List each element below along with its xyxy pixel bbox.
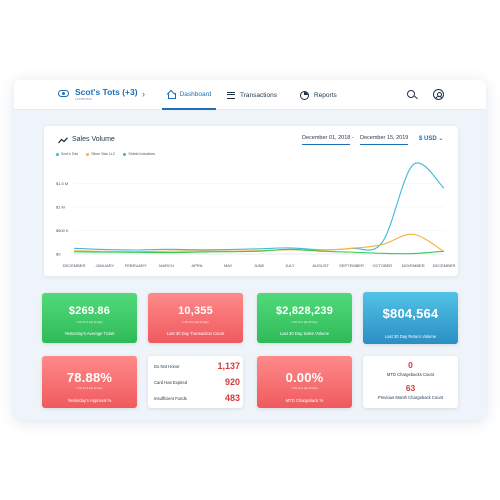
x-tick-label: MAY — [224, 263, 233, 268]
mtd-chargebacks-value: 0 — [408, 360, 413, 370]
pie-chart-icon — [300, 90, 309, 100]
x-tick-label: JULY — [285, 263, 295, 268]
y-tick-label: $0 — [56, 252, 61, 257]
search-icon[interactable] — [407, 90, 415, 98]
sales-volume-trend: 1.2% from last 30 days — [291, 321, 318, 324]
legend-dot-icon — [123, 152, 127, 156]
account-name: Scot's Tots (+3) — [75, 87, 138, 97]
decline-label: Do Not Honor — [154, 363, 180, 369]
return-volume-value: $804,564 — [382, 306, 439, 321]
top-header: Scot's Tots (+3) 1234567890 › Dashboard … — [14, 80, 486, 110]
user-profile-icon[interactable] — [433, 89, 444, 100]
y-tick-label: $1.5 M — [56, 181, 68, 186]
tab-reports[interactable]: Reports — [300, 80, 337, 110]
chevron-right-icon[interactable]: › — [142, 89, 145, 99]
x-tick-label: APRIL — [192, 263, 204, 268]
tx-count-card: 10,355 1.2% from last 30 days Last 30 Da… — [148, 293, 243, 343]
x-tick-label: DECEMBER — [63, 263, 86, 268]
legend-label: Shield Industries — [128, 152, 155, 156]
tx-count-value: 10,355 — [178, 305, 213, 317]
currency-select[interactable]: $ USD ⌄ — [419, 135, 443, 142]
series-line[interactable] — [73, 162, 445, 251]
decline-value: 483 — [224, 393, 240, 403]
sales-volume-label: Last 30 Day Sales Volume — [279, 331, 330, 336]
x-tick-label: SEPTEMBER — [339, 263, 364, 268]
tx-count-trend: 1.2% from last 30 days — [182, 321, 209, 324]
legend-dot-icon — [86, 152, 90, 156]
account-number: 1234567890 — [75, 97, 92, 101]
avg-ticket-trend: 1.2% from last 30 days — [76, 321, 103, 324]
x-tick-label: OCTOBER — [372, 263, 392, 268]
sales-volume-chart: $0 $500 K $1 M $1.5 M DECEMBER JANUARY FEBRUAR… — [56, 162, 456, 268]
currency-label: $ USD — [419, 136, 437, 142]
legend-label: Scot's Tots — [61, 152, 79, 156]
approval-card: 78.88% 1.2% from last 30 days Yesterday'… — [42, 356, 137, 408]
chargebacks-card: 0 MTD Chargebacks Count 63 Previous Mont… — [363, 356, 458, 408]
x-tick-label: AUGUST — [312, 263, 329, 268]
decline-value: 1,137 — [217, 361, 240, 371]
chargeback-pct-trend: 1.2% from last 30 days — [291, 387, 318, 390]
account-selector[interactable]: Scot's Tots (+3) 1234567890 — [58, 88, 138, 102]
decline-label: Insufficient Funds — [154, 395, 187, 401]
legend-item[interactable]: Shield Industries — [123, 152, 155, 156]
sales-volume-card: $0 $500 K $1 M $1.5 M DECEMBER JANUARY FEBRUAR… — [44, 126, 458, 276]
avg-ticket-card: $269.86 1.2% from last 30 days Yesterday… — [42, 293, 137, 343]
tab-transactions[interactable]: Transactions — [227, 80, 277, 110]
decline-row: Card Has Expired 920 — [154, 375, 240, 389]
x-tick-label: JUNE — [254, 263, 265, 268]
sales-volume-value: $2,828,239 — [275, 305, 334, 317]
sales-volume-stat-card: $2,828,239 1.2% from last 30 days Last 3… — [257, 293, 352, 343]
series-line[interactable] — [73, 248, 445, 255]
list-icon — [227, 91, 235, 99]
approval-value: 78.88% — [66, 370, 113, 385]
chargeback-pct-card: 0.00% 1.2% from last 30 days MTD Chargeb… — [257, 356, 352, 408]
chargeback-pct-value: 0.00% — [285, 370, 324, 385]
decline-row: Insufficient Funds 483 — [154, 391, 240, 405]
chargeback-pct-label: MTD Chargeback % — [285, 398, 324, 403]
chevron-down-icon: ⌄ — [438, 136, 444, 142]
tab-dashboard-label: Dashboard — [179, 90, 212, 98]
approval-trend: 1.2% from last 30 days — [76, 387, 103, 390]
trend-line-icon — [58, 137, 68, 144]
tab-reports-label: Reports — [314, 91, 337, 99]
y-tick-label: $1 M — [56, 205, 65, 210]
date-separator: - — [352, 135, 354, 141]
chart-title: Sales Volume — [72, 136, 115, 143]
dashboard-frame: Scot's Tots (+3) 1234567890 › Dashboard … — [14, 80, 486, 420]
tab-dashboard[interactable]: Dashboard — [162, 80, 216, 110]
legend-item[interactable]: Scot's Tots — [56, 152, 78, 156]
date-from-picker[interactable]: December 01, 2018 — [302, 135, 351, 145]
y-tick-label: $500 K — [56, 228, 69, 233]
date-to-picker[interactable]: December 15, 2019 — [360, 135, 409, 145]
legend-item[interactable]: Silver Star LLC — [86, 152, 115, 156]
tx-count-label: Last 30 Day Transaction Count — [166, 331, 225, 336]
mtd-chargebacks-label: MTD Chargebacks Count — [386, 372, 435, 377]
prev-chargebacks-label: Previous Month Chargeback Count — [377, 395, 444, 400]
x-tick-label: DECEMBER — [433, 263, 456, 268]
x-tick-label: NOVEMBER — [402, 263, 425, 268]
decline-row: Do Not Honor 1,137 — [154, 359, 240, 373]
legend-label: Silver Star LLC — [91, 152, 116, 156]
legend-dot-icon — [56, 152, 59, 156]
return-volume-card: $804,564 Last 30 Day Return Volume — [363, 292, 458, 344]
x-tick-label: MARCH — [159, 263, 174, 268]
approval-label: Yesterday's Approval % — [67, 398, 112, 403]
eye-icon — [58, 90, 69, 97]
decline-label: Card Has Expired — [154, 379, 188, 385]
chart-legend: Scot's Tots Silver Star LLC Shield Industr… — [56, 152, 163, 156]
avg-ticket-value: $269.86 — [68, 305, 111, 317]
return-volume-label: Last 30 Day Return Volume — [384, 334, 437, 339]
tab-transactions-label: Transactions — [240, 91, 277, 99]
prev-chargebacks-value: 63 — [405, 383, 416, 393]
decline-value: 920 — [224, 377, 240, 387]
home-icon — [167, 90, 176, 99]
declines-card: Do Not Honor 1,137 Card Has Expired 920 … — [148, 356, 243, 408]
x-tick-label: JANUARY — [96, 263, 115, 268]
avg-ticket-label: Yesterday's Average Ticket — [64, 331, 115, 336]
x-tick-label: FEBRUARY — [125, 263, 147, 268]
